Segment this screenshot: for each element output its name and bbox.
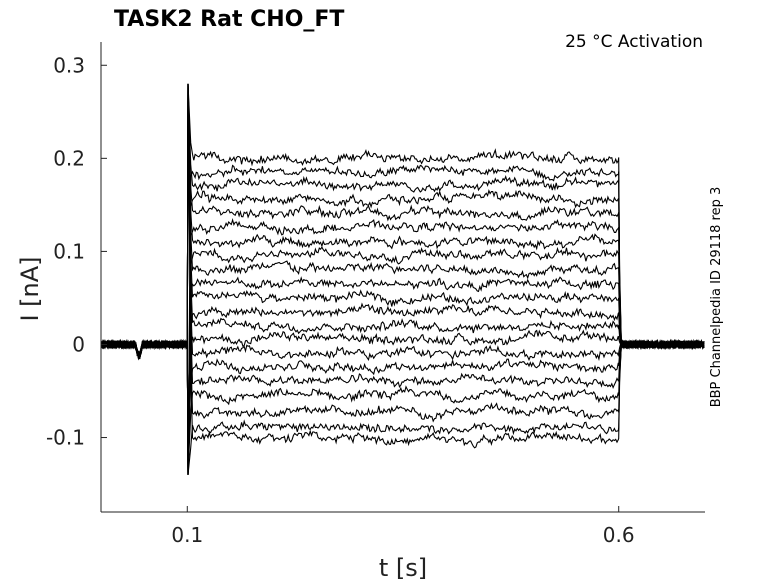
sweep-trace	[100, 83, 705, 358]
sweep-trace	[100, 83, 705, 354]
sweep-trace	[100, 83, 705, 389]
sweep-trace	[100, 276, 705, 475]
sweep-trace	[100, 83, 705, 362]
sweep-trace	[100, 218, 705, 475]
sweep-trace	[100, 164, 705, 475]
x-ticks: 0.1 0.6	[171, 506, 635, 547]
y-tick-label: 0.2	[53, 146, 85, 170]
y-tick-label: -0.1	[46, 426, 85, 450]
sweep-trace	[100, 83, 705, 423]
chart-title: TASK2 Rat CHO_FT	[114, 7, 344, 32]
sweep-trace	[100, 83, 705, 359]
sweep-trace	[100, 83, 705, 357]
sweep-trace	[100, 83, 705, 359]
y-tick-label: 0	[72, 332, 85, 356]
y-ticks: -0.1 0 0.1 0.2 0.3	[46, 53, 107, 450]
sweep-trace	[100, 338, 705, 475]
sweep-trace	[100, 246, 705, 475]
y-tick-label: 0.3	[53, 53, 85, 77]
traces	[100, 83, 705, 475]
sweep-trace	[100, 83, 705, 449]
condition-annotation: 25 °C Activation	[565, 32, 703, 52]
sweep-trace	[100, 83, 705, 360]
x-axis-label: t [s]	[379, 554, 427, 582]
sweep-trace	[100, 83, 705, 358]
x-tick-label: 0.1	[171, 523, 203, 547]
x-tick-label: 0.6	[603, 523, 635, 547]
y-tick-label: 0.1	[53, 239, 85, 263]
sweep-trace	[100, 329, 705, 475]
sweep-trace	[100, 302, 705, 475]
sweep-trace	[100, 188, 705, 475]
y-axis-label: I [nA]	[16, 256, 44, 321]
channelpedia-id-label: BBP Channelpedia ID 29118 rep 3	[709, 187, 724, 408]
sweep-trace	[100, 339, 705, 475]
sweep-trace	[100, 338, 705, 475]
